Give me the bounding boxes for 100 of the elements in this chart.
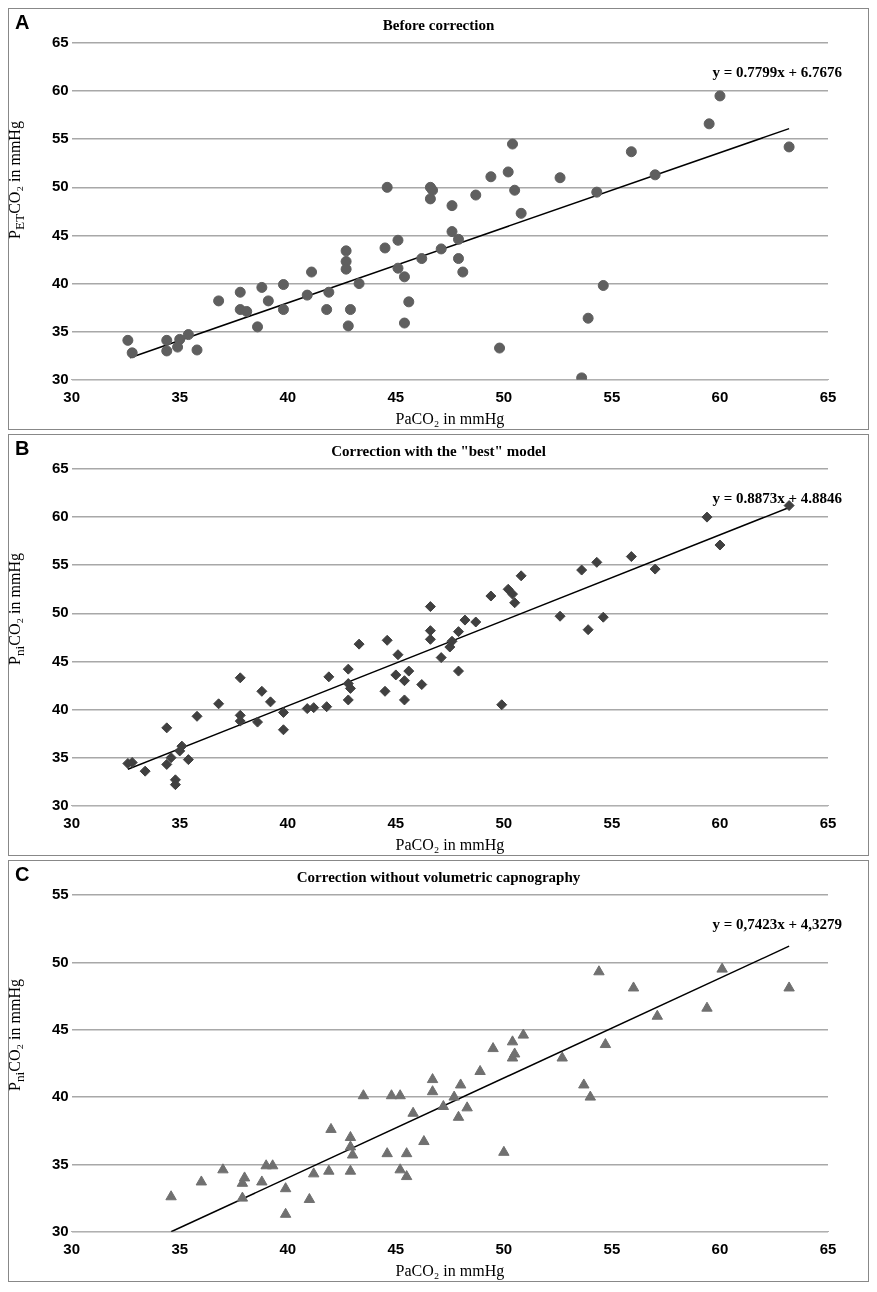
- x-tick-label: 30: [63, 1239, 81, 1257]
- point: [165, 1190, 177, 1201]
- x-tick-label: 55: [603, 1239, 621, 1257]
- x-tick-label: 40: [279, 813, 297, 831]
- y-tick-label: 45: [52, 651, 69, 669]
- point: [407, 1106, 419, 1117]
- point: [195, 1175, 208, 1186]
- annotation: y = 0.7799x + 6.7676: [712, 63, 843, 80]
- y-tick-label: 65: [52, 33, 69, 51]
- point: [279, 1207, 292, 1218]
- point: [593, 965, 605, 976]
- point: [506, 1035, 519, 1046]
- y-tick-label: 65: [52, 459, 69, 477]
- y-tick-label: 30: [52, 1221, 69, 1239]
- y-tick-label: 55: [52, 129, 69, 147]
- x-tick-label: 35: [171, 813, 189, 831]
- text: C: [15, 862, 30, 885]
- point: [716, 962, 728, 973]
- y-tick-label: 35: [52, 1154, 69, 1172]
- point: [266, 1159, 279, 1170]
- x-tick-label: 35: [171, 387, 189, 405]
- point: [508, 1047, 521, 1058]
- x-tick-label: 60: [711, 813, 729, 831]
- x-tick-label: 55: [603, 813, 621, 831]
- point: [578, 1078, 590, 1089]
- point: [498, 1145, 510, 1156]
- x-tick-label: 30: [63, 813, 81, 831]
- point: [256, 1175, 268, 1186]
- point: [651, 1009, 663, 1020]
- point: [517, 1028, 530, 1039]
- point: [323, 1164, 335, 1175]
- x-tick-label: 65: [819, 1239, 837, 1257]
- point: [344, 1164, 357, 1175]
- point: [357, 1089, 370, 1100]
- x-tick-label: 50: [495, 813, 513, 831]
- y-tick-label: 40: [52, 1087, 69, 1105]
- point: [584, 1090, 596, 1101]
- point: [325, 1122, 337, 1133]
- y-tick-label: 55: [52, 885, 69, 903]
- point: [783, 981, 795, 992]
- point: [461, 1101, 473, 1112]
- x-tick-label: 65: [819, 813, 837, 831]
- x-tick-label: 50: [495, 387, 513, 405]
- chart-title: Correction without volumetric capnography: [296, 868, 581, 885]
- y-tick-label: 45: [52, 1019, 69, 1037]
- x-tick-label: 45: [387, 387, 405, 405]
- point: [556, 1051, 568, 1062]
- x-axis-title: PaCO₂ in mmHg: [395, 835, 505, 854]
- x-tick-label: 40: [279, 387, 297, 405]
- x-tick-label: 60: [711, 387, 729, 405]
- point: [217, 1163, 229, 1174]
- y-tick-label: 35: [52, 321, 69, 339]
- point: [394, 1089, 406, 1100]
- y-tick-label: 50: [52, 603, 69, 621]
- point: [487, 1042, 499, 1053]
- point: [701, 1001, 713, 1012]
- point: [437, 1100, 450, 1111]
- y-tick-label: 30: [52, 795, 69, 813]
- point: [426, 1073, 439, 1084]
- point: [308, 1167, 320, 1178]
- y-tick-label: 30: [52, 369, 69, 387]
- x-tick-label: 55: [603, 387, 621, 405]
- annotation: y = 0,7423x + 4,3279: [712, 915, 842, 932]
- point: [474, 1064, 486, 1075]
- x-tick-label: 65: [819, 387, 837, 405]
- x-tick-label: 60: [711, 1239, 729, 1257]
- x-tick-label: 40: [279, 1239, 297, 1257]
- y-tick-label: 55: [52, 555, 69, 573]
- x-axis-title: PaCO₂ in mmHg: [395, 1261, 505, 1280]
- text: A: [15, 10, 30, 33]
- point: [303, 1192, 316, 1203]
- chart-title: Correction with the "best" model: [331, 442, 546, 459]
- chart-title: Before correction: [382, 16, 495, 33]
- point: [418, 1135, 430, 1146]
- y-tick-label: 60: [52, 507, 69, 525]
- y-tick-label: 40: [52, 699, 69, 717]
- y-tick-label: 45: [52, 225, 69, 243]
- y-tick-label: 40: [52, 273, 69, 291]
- y-tick-label: 60: [52, 81, 69, 99]
- point: [454, 1078, 467, 1089]
- x-tick-label: 35: [171, 1239, 189, 1257]
- point: [236, 1191, 249, 1202]
- x-axis-title: PaCO₂ in mmHg: [395, 409, 505, 428]
- y-tick-label: 50: [52, 952, 69, 970]
- point: [344, 1140, 357, 1151]
- point: [599, 1038, 612, 1049]
- point: [381, 1147, 393, 1158]
- point: [238, 1171, 251, 1182]
- point: [400, 1147, 413, 1158]
- point: [279, 1182, 292, 1193]
- x-tick-label: 30: [63, 387, 81, 405]
- annotation: y = 0.8873x + 4.8846: [712, 489, 843, 506]
- y-tick-label: 50: [52, 177, 69, 195]
- point: [344, 1131, 357, 1141]
- x-tick-label: 45: [387, 1239, 405, 1257]
- y-tick-label: 35: [52, 747, 69, 765]
- point: [452, 1110, 465, 1121]
- point: [385, 1089, 398, 1100]
- point: [627, 981, 640, 992]
- point: [448, 1090, 460, 1101]
